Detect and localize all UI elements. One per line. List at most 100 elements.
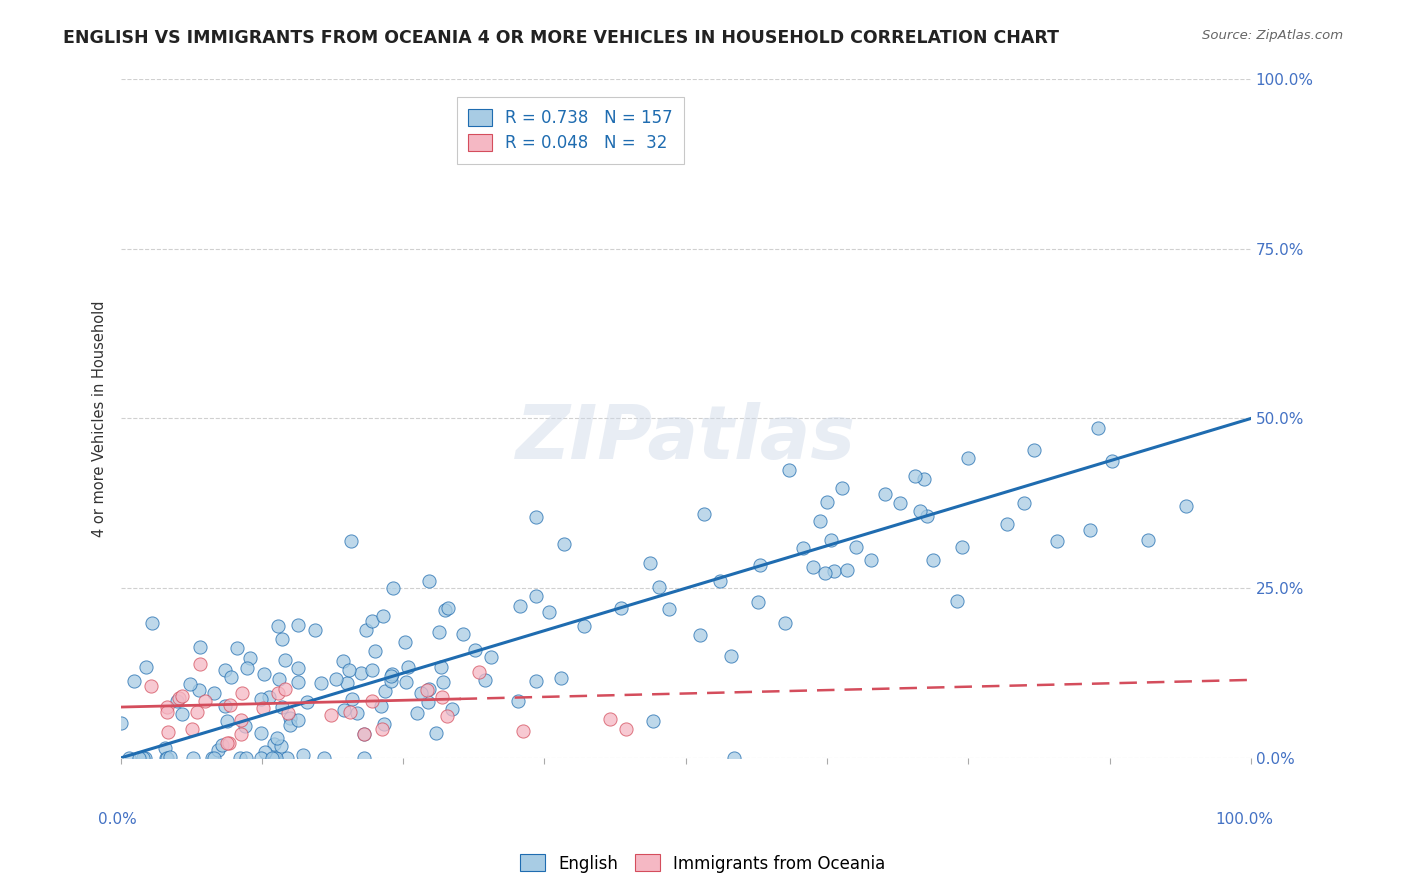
Point: [889, 495, 911, 509]
Point: [231, 686, 253, 700]
Text: 100.0%: 100.0%: [1215, 813, 1274, 827]
Point: [277, 706, 299, 720]
Point: [614, 722, 637, 736]
Point: [134, 751, 156, 765]
Point: [395, 674, 418, 689]
Point: [231, 713, 253, 727]
Point: [875, 486, 897, 500]
Point: [250, 751, 273, 765]
Point: [1045, 533, 1067, 548]
Point: [360, 614, 382, 628]
Point: [339, 705, 361, 719]
Point: [304, 623, 326, 637]
Point: [425, 726, 447, 740]
Point: [747, 595, 769, 609]
Point: [418, 682, 440, 697]
Point: [381, 667, 404, 681]
Point: [801, 560, 824, 574]
Text: ZIPatlas: ZIPatlas: [516, 402, 856, 475]
Point: [371, 723, 394, 737]
Point: [254, 745, 277, 759]
Point: [156, 705, 179, 719]
Point: [215, 736, 238, 750]
Point: [572, 619, 595, 633]
Point: [361, 694, 384, 708]
Point: [166, 694, 188, 708]
Point: [236, 661, 259, 675]
Point: [267, 686, 290, 700]
Point: [1078, 523, 1101, 537]
Point: [287, 661, 309, 675]
Point: [211, 738, 233, 752]
Point: [903, 468, 925, 483]
Point: [778, 462, 800, 476]
Point: [427, 625, 450, 640]
Point: [599, 713, 621, 727]
Point: [135, 660, 157, 674]
Point: [179, 677, 201, 691]
Point: [418, 574, 440, 589]
Point: [332, 654, 354, 668]
Point: [1087, 421, 1109, 435]
Point: [436, 601, 458, 615]
Point: [118, 751, 141, 765]
Point: [693, 507, 716, 521]
Point: [508, 599, 530, 613]
Point: [325, 673, 347, 687]
Point: [380, 669, 402, 683]
Point: [1101, 454, 1123, 468]
Point: [638, 556, 661, 570]
Point: [295, 695, 318, 709]
Point: [831, 481, 853, 495]
Point: [820, 533, 842, 547]
Point: [952, 541, 974, 555]
Point: [186, 705, 208, 719]
Point: [479, 650, 502, 665]
Point: [235, 751, 257, 765]
Point: [314, 751, 336, 765]
Point: [167, 690, 190, 705]
Point: [808, 514, 831, 528]
Point: [271, 632, 294, 647]
Point: [641, 714, 664, 729]
Point: [912, 472, 935, 486]
Point: [253, 666, 276, 681]
Point: [441, 702, 464, 716]
Point: [436, 708, 458, 723]
Point: [1136, 533, 1159, 548]
Point: [263, 751, 285, 765]
Point: [132, 751, 155, 765]
Point: [311, 676, 333, 690]
Point: [207, 743, 229, 757]
Point: [474, 673, 496, 688]
Point: [128, 751, 150, 765]
Point: [433, 603, 456, 617]
Point: [524, 589, 547, 603]
Point: [416, 695, 439, 709]
Point: [336, 675, 359, 690]
Point: [416, 682, 439, 697]
Point: [218, 735, 240, 749]
Point: [262, 751, 284, 765]
Point: [141, 615, 163, 630]
Point: [430, 660, 453, 674]
Point: [723, 751, 745, 765]
Point: [252, 701, 274, 715]
Point: [346, 706, 368, 720]
Point: [219, 670, 242, 684]
Point: [264, 751, 287, 765]
Point: [231, 727, 253, 741]
Point: [274, 653, 297, 667]
Point: [353, 727, 375, 741]
Point: [274, 681, 297, 696]
Point: [270, 699, 292, 714]
Point: [340, 691, 363, 706]
Point: [233, 719, 256, 733]
Point: [239, 650, 262, 665]
Point: [749, 558, 772, 573]
Point: [380, 674, 402, 689]
Point: [181, 723, 204, 737]
Point: [512, 724, 534, 739]
Point: [257, 690, 280, 705]
Point: [553, 537, 575, 551]
